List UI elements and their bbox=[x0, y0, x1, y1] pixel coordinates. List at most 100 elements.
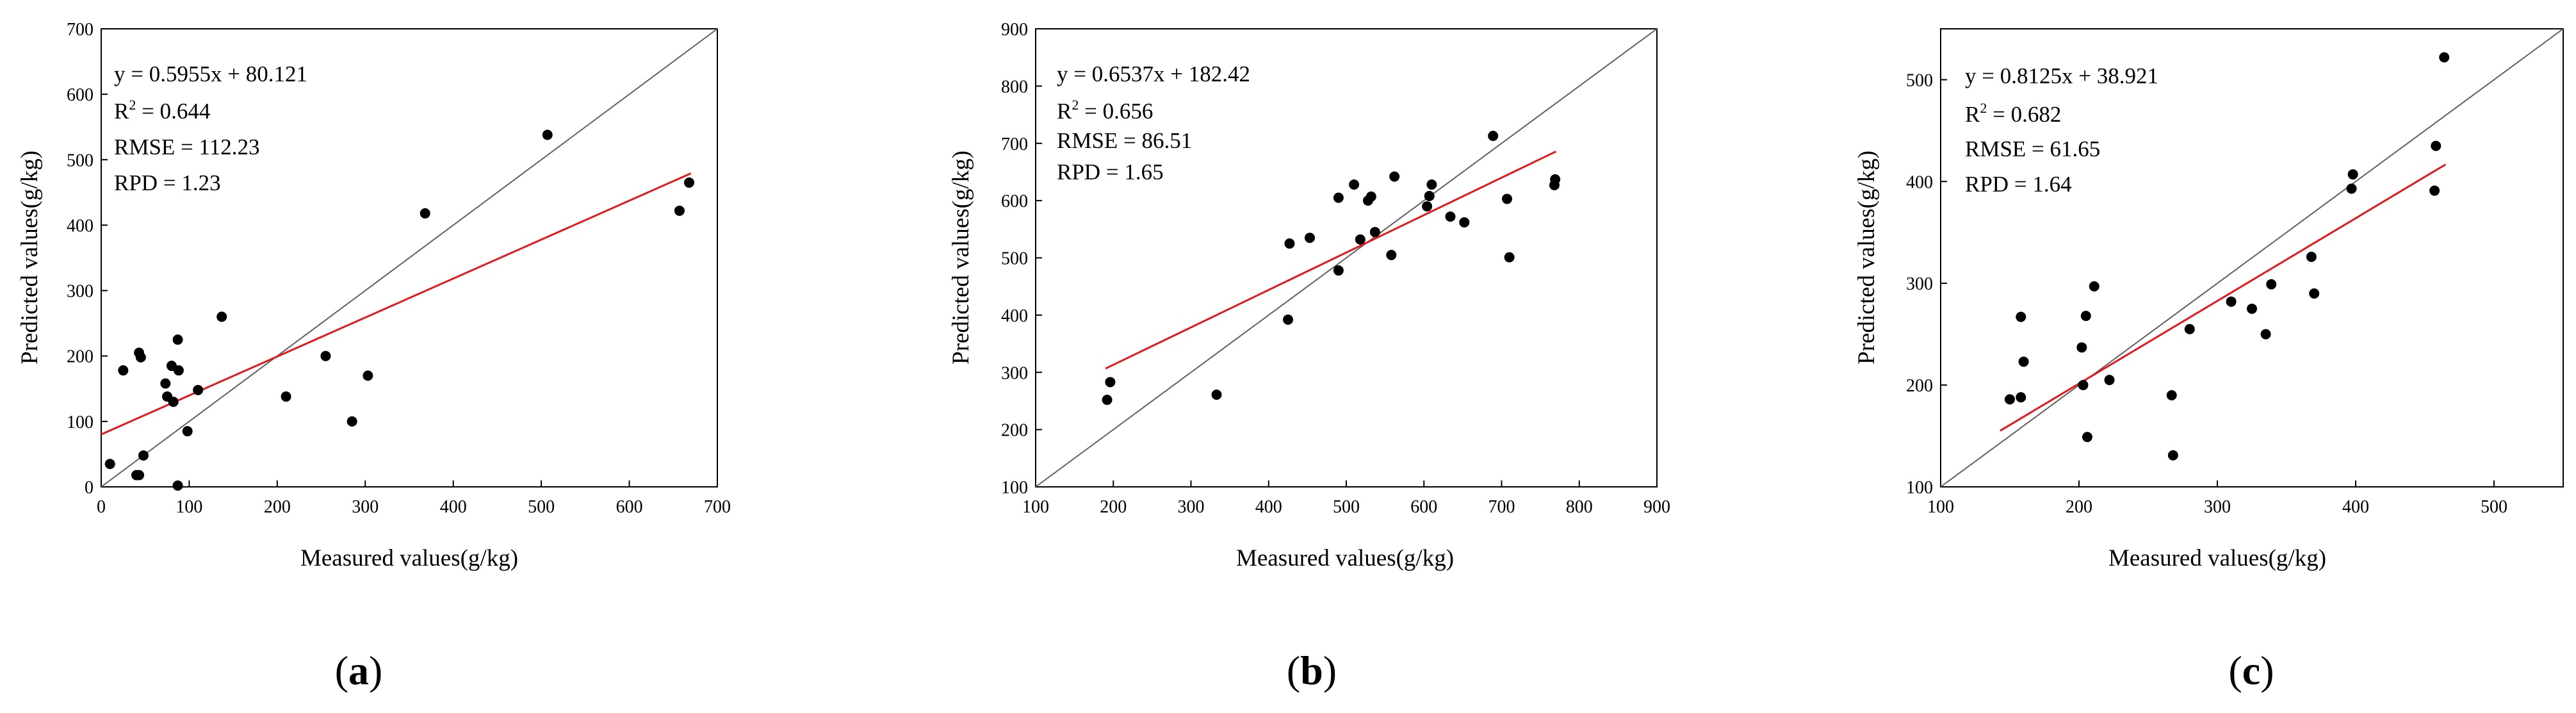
data-point-a bbox=[542, 129, 553, 140]
data-point-b bbox=[1305, 233, 1316, 243]
x-tick-label-b: 500 bbox=[1333, 497, 1360, 517]
r2-b: R2 = 0.656 bbox=[1057, 97, 1153, 124]
data-point-c bbox=[2346, 183, 2357, 194]
y-tick-label-b: 500 bbox=[1001, 249, 1028, 269]
rmse-a: RMSE = 112.23 bbox=[114, 135, 260, 160]
x-axis-title-a: Measured values(g/kg) bbox=[300, 545, 518, 571]
x-tick-label-a: 600 bbox=[616, 497, 643, 517]
data-point-a bbox=[173, 365, 184, 376]
r2-sup-c: 2 bbox=[1980, 100, 1987, 116]
data-point-a bbox=[168, 397, 179, 407]
panel-label-a: (a) bbox=[335, 648, 383, 693]
data-point-a bbox=[118, 365, 129, 376]
y-tick-label-b: 700 bbox=[1001, 135, 1028, 154]
r2-c: R2 = 0.682 bbox=[1965, 100, 2061, 127]
fit-line-a bbox=[101, 172, 692, 436]
points-b bbox=[1102, 131, 1561, 406]
data-point-a bbox=[182, 426, 193, 437]
data-point-b bbox=[1365, 191, 1376, 202]
y-tick-label-b: 200 bbox=[1001, 421, 1028, 441]
x-tick-label-b: 700 bbox=[1488, 497, 1515, 517]
y-tick-label-a: 500 bbox=[67, 151, 94, 170]
r2-a: R2 = 0.644 bbox=[114, 97, 210, 124]
y-tick-label-c: 100 bbox=[1906, 478, 1933, 498]
rpd-c: RPD = 1.64 bbox=[1965, 172, 2072, 197]
data-point-b bbox=[1501, 193, 1512, 204]
data-point-b bbox=[1550, 174, 1561, 185]
panel-label-b: (b) bbox=[1287, 648, 1337, 693]
y-tick-label-c: 500 bbox=[1906, 70, 1933, 90]
data-point-a bbox=[684, 177, 695, 188]
points-c bbox=[2005, 52, 2450, 461]
rmse-c: RMSE = 61.65 bbox=[1965, 136, 2100, 161]
y-axis-title-c: Predicted values(g/kg) bbox=[1854, 151, 1880, 365]
y-tick-label-b: 300 bbox=[1001, 363, 1028, 383]
equation-c: y = 0.8125x + 38.921 bbox=[1965, 63, 2158, 88]
y-tick-label-a: 100 bbox=[67, 413, 94, 432]
y-tick-label-b: 100 bbox=[1001, 478, 1028, 498]
x-tick-label-a: 100 bbox=[175, 497, 202, 517]
data-point-a bbox=[104, 459, 115, 470]
data-point-c bbox=[2076, 342, 2087, 353]
data-point-b bbox=[1284, 238, 1295, 249]
x-tick-label-a: 400 bbox=[440, 497, 467, 517]
data-point-c bbox=[2266, 279, 2277, 290]
data-point-a bbox=[172, 334, 183, 345]
rpd-b: RPD = 1.65 bbox=[1057, 160, 1164, 184]
data-point-c bbox=[2247, 303, 2257, 314]
equation-a: y = 0.5955x + 80.121 bbox=[114, 61, 307, 86]
ticks-b: 100 200 300 400 500 600 700 800 900 100 200 300 400 5… bbox=[1001, 20, 1670, 517]
data-point-c bbox=[2184, 324, 2195, 334]
y-tick-label-c: 400 bbox=[1906, 172, 1933, 192]
rpd-a: RPD = 1.23 bbox=[114, 170, 221, 195]
panel-c: 100 200 300 400 500 100 200 300 400 500 y = 0.812… bbox=[1854, 28, 2564, 693]
y-tick-label-a: 0 bbox=[85, 478, 94, 498]
data-point-a bbox=[193, 384, 204, 395]
r2-sup-a: 2 bbox=[129, 97, 136, 113]
data-point-b bbox=[1389, 171, 1400, 182]
data-point-b bbox=[1424, 190, 1435, 201]
x-tick-label-a: 200 bbox=[264, 497, 291, 517]
data-point-a bbox=[216, 311, 227, 322]
data-point-b bbox=[1459, 217, 1470, 228]
y-tick-label-b: 900 bbox=[1001, 20, 1028, 40]
data-point-a bbox=[138, 450, 149, 461]
data-point-c bbox=[2306, 251, 2317, 262]
r2-prefix-c: R bbox=[1965, 102, 1980, 127]
equation-b: y = 0.6537x + 182.42 bbox=[1057, 61, 1250, 86]
panel-b: 100 200 300 400 500 600 700 800 900 100 200 300 400 5… bbox=[948, 20, 1670, 693]
y-tick-label-a: 700 bbox=[67, 20, 94, 40]
data-point-c bbox=[2016, 311, 2026, 322]
x-tick-label-b: 800 bbox=[1566, 497, 1593, 517]
data-point-c bbox=[2309, 288, 2320, 299]
y-axis-title-b: Predicted values(g/kg) bbox=[948, 151, 974, 365]
x-tick-label-c: 100 bbox=[1927, 497, 1954, 517]
data-point-c bbox=[2089, 281, 2099, 291]
data-point-c bbox=[2431, 140, 2441, 151]
data-point-b bbox=[1349, 179, 1360, 190]
data-point-a bbox=[320, 350, 331, 361]
r2-prefix-a: R bbox=[114, 99, 129, 124]
x-tick-label-c: 400 bbox=[2342, 497, 2369, 517]
r2-value-b: = 0.656 bbox=[1079, 99, 1153, 124]
data-point-c bbox=[2429, 185, 2440, 196]
data-point-b bbox=[1283, 315, 1294, 325]
x-tick-label-b: 600 bbox=[1410, 497, 1437, 517]
y-tick-label-b: 400 bbox=[1001, 306, 1028, 326]
y-tick-label-a: 300 bbox=[67, 282, 94, 302]
data-point-a bbox=[134, 470, 145, 480]
x-tick-label-b: 300 bbox=[1178, 497, 1205, 517]
y-tick-label-a: 600 bbox=[67, 85, 94, 105]
y-axis-title-a: Predicted values(g/kg) bbox=[17, 151, 43, 365]
data-point-c bbox=[2167, 450, 2178, 461]
data-point-c bbox=[2226, 296, 2237, 307]
data-point-b bbox=[1426, 179, 1437, 190]
x-tick-label-c: 200 bbox=[2066, 497, 2092, 517]
x-tick-label-b: 900 bbox=[1643, 497, 1670, 517]
y-tick-label-c: 300 bbox=[1906, 274, 1933, 294]
y-tick-label-b: 600 bbox=[1001, 192, 1028, 211]
data-point-a bbox=[172, 480, 183, 491]
data-point-b bbox=[1355, 234, 1365, 245]
data-point-b bbox=[1333, 265, 1344, 276]
